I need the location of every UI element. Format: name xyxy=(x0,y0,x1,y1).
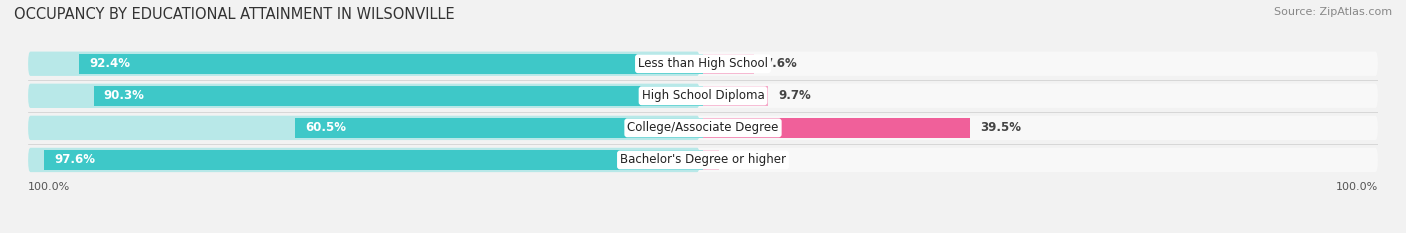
Bar xyxy=(703,86,769,106)
Text: 100.0%: 100.0% xyxy=(1336,182,1378,192)
Text: Less than High School: Less than High School xyxy=(638,57,768,70)
FancyBboxPatch shape xyxy=(28,116,1378,140)
Text: College/Associate Degree: College/Associate Degree xyxy=(627,121,779,134)
Text: 60.5%: 60.5% xyxy=(305,121,346,134)
FancyBboxPatch shape xyxy=(28,116,700,140)
Text: 39.5%: 39.5% xyxy=(980,121,1021,134)
FancyBboxPatch shape xyxy=(28,51,1378,76)
Text: 2.4%: 2.4% xyxy=(730,154,762,166)
Bar xyxy=(703,54,754,74)
Text: 100.0%: 100.0% xyxy=(28,182,70,192)
Text: 90.3%: 90.3% xyxy=(104,89,145,102)
Bar xyxy=(703,150,720,170)
Bar xyxy=(295,118,703,138)
FancyBboxPatch shape xyxy=(28,51,700,76)
Bar xyxy=(45,150,703,170)
FancyBboxPatch shape xyxy=(28,148,700,172)
Text: Source: ZipAtlas.com: Source: ZipAtlas.com xyxy=(1274,7,1392,17)
Bar xyxy=(703,118,970,138)
Text: 7.6%: 7.6% xyxy=(765,57,797,70)
Text: High School Diploma: High School Diploma xyxy=(641,89,765,102)
Text: OCCUPANCY BY EDUCATIONAL ATTAINMENT IN WILSONVILLE: OCCUPANCY BY EDUCATIONAL ATTAINMENT IN W… xyxy=(14,7,454,22)
Text: 92.4%: 92.4% xyxy=(90,57,131,70)
Bar xyxy=(79,54,703,74)
Bar xyxy=(94,86,703,106)
Text: 9.7%: 9.7% xyxy=(779,89,811,102)
Text: 97.6%: 97.6% xyxy=(55,154,96,166)
Text: Bachelor's Degree or higher: Bachelor's Degree or higher xyxy=(620,154,786,166)
FancyBboxPatch shape xyxy=(28,84,700,108)
FancyBboxPatch shape xyxy=(28,84,1378,108)
FancyBboxPatch shape xyxy=(28,148,1378,172)
